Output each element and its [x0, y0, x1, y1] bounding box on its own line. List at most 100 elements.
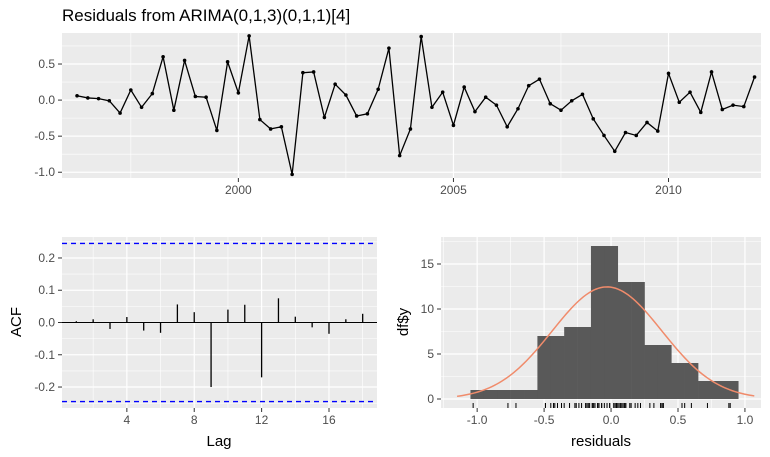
x-tick-label: 4 — [124, 413, 131, 427]
y-tick-label: -0.1 — [34, 348, 55, 362]
histogram-bar — [497, 390, 511, 399]
residual-point — [376, 87, 380, 92]
x-tick-label: 16 — [322, 413, 336, 427]
histogram-bar — [671, 363, 685, 399]
residual-point — [193, 94, 198, 99]
histogram-bar — [510, 390, 525, 399]
y-tick-label: -0.2 — [34, 380, 55, 394]
y-tick-label: -1.0 — [34, 165, 55, 179]
residual-point — [311, 70, 316, 74]
y-tick-label: 0 — [427, 392, 434, 406]
y-tick-label: 0.2 — [38, 251, 55, 265]
residual-point — [268, 127, 273, 131]
residual-point — [709, 70, 714, 74]
histogram-bar — [657, 345, 672, 399]
x-tick-label: 0.0 — [603, 413, 620, 427]
histogram-marks — [456, 246, 755, 408]
residual-point — [548, 101, 553, 106]
residual-timeseries-panel: 2000 2005 2010 -1.0 -0.5 0.0 0.5 — [34, 33, 761, 197]
residual-point — [75, 93, 79, 98]
residual-point — [301, 70, 305, 75]
y-tick-label: 0.0 — [38, 93, 55, 107]
residual-point — [344, 93, 348, 97]
y-tick-label: 0.0 — [38, 316, 55, 330]
histogram-x-axis-label: residuals — [571, 433, 631, 450]
residual-point — [634, 133, 639, 138]
y-tick-label: 10 — [421, 302, 435, 316]
timeseries-tick-labels: 2000 2005 2010 -1.0 -0.5 0.0 0.5 — [34, 57, 682, 197]
histogram-tick-labels: -1.0 -0.5 0.0 0.5 1.0 0 5 10 15 — [421, 257, 754, 427]
residual-point — [129, 88, 133, 92]
x-tick-label: 2005 — [440, 183, 467, 197]
residual-point — [172, 108, 176, 112]
normal-density-curve — [456, 286, 755, 398]
residual-point — [569, 99, 574, 103]
histogram-bar — [684, 363, 699, 399]
residual-point — [516, 106, 520, 111]
residual-point — [494, 103, 499, 107]
timeseries-plot-background — [62, 33, 761, 178]
timeseries-marks — [75, 34, 757, 177]
residual-point — [645, 120, 649, 125]
residual-point — [473, 109, 477, 114]
histogram-bar — [604, 246, 619, 399]
residual-point — [419, 34, 423, 39]
histogram-bar — [483, 390, 498, 399]
y-tick-label: -0.5 — [34, 129, 55, 143]
histogram-bar — [631, 282, 645, 399]
residual-point — [204, 95, 208, 100]
residual-point — [698, 110, 703, 115]
acf-y-axis-label: ACF — [8, 307, 25, 337]
residual-point — [537, 77, 542, 81]
residual-point — [354, 114, 359, 118]
chart-title: Residuals from ARIMA(0,1,3)(0,1,1)[4] — [62, 6, 351, 25]
residual-point — [139, 105, 144, 110]
residual-point — [333, 82, 337, 87]
histogram-y-axis-label: df$y — [395, 307, 412, 336]
residual-point — [655, 129, 660, 133]
residual-point — [505, 124, 510, 129]
residual-point — [107, 99, 112, 103]
x-tick-label: -0.5 — [534, 413, 555, 427]
residual-point — [591, 117, 596, 121]
residual-point — [365, 111, 370, 116]
residual-point — [451, 123, 456, 128]
histogram-bar — [644, 345, 659, 399]
histogram-bar — [550, 336, 565, 399]
residual-point — [741, 104, 746, 109]
histogram-bar — [617, 282, 632, 399]
residual-point — [559, 108, 563, 112]
residual-point — [526, 83, 531, 88]
residual-point — [258, 117, 262, 122]
residual-point — [96, 96, 101, 101]
residual-point — [247, 34, 251, 38]
residual-point — [677, 100, 682, 105]
histogram-bar — [698, 381, 712, 399]
residual-point — [236, 91, 241, 95]
residual-point — [688, 90, 692, 94]
x-tick-label: 2000 — [225, 183, 252, 197]
x-tick-label: -1.0 — [467, 413, 488, 427]
x-tick-label: 8 — [191, 413, 198, 427]
histogram-bar — [470, 390, 485, 399]
histogram-bar — [711, 381, 726, 399]
residual-point — [397, 153, 402, 158]
residual-point — [161, 55, 165, 59]
histogram-bar — [590, 246, 605, 399]
residual-point — [430, 105, 434, 110]
residual-point — [580, 92, 585, 97]
histogram-bar — [577, 327, 592, 399]
residual-point — [462, 85, 466, 89]
residual-point — [86, 96, 90, 100]
residual-point — [182, 58, 187, 63]
y-tick-label: 5 — [427, 347, 434, 361]
x-tick-label: 12 — [255, 413, 269, 427]
histogram-bar — [564, 327, 578, 399]
residual-point — [387, 46, 391, 50]
histogram-bar — [524, 390, 538, 399]
acf-tick-labels: 4 8 12 16 -0.2 -0.1 0.0 0.1 0.2 — [34, 251, 336, 427]
residual-point — [322, 115, 327, 120]
timeseries-gridlines — [62, 33, 761, 178]
residual-point — [731, 103, 735, 107]
